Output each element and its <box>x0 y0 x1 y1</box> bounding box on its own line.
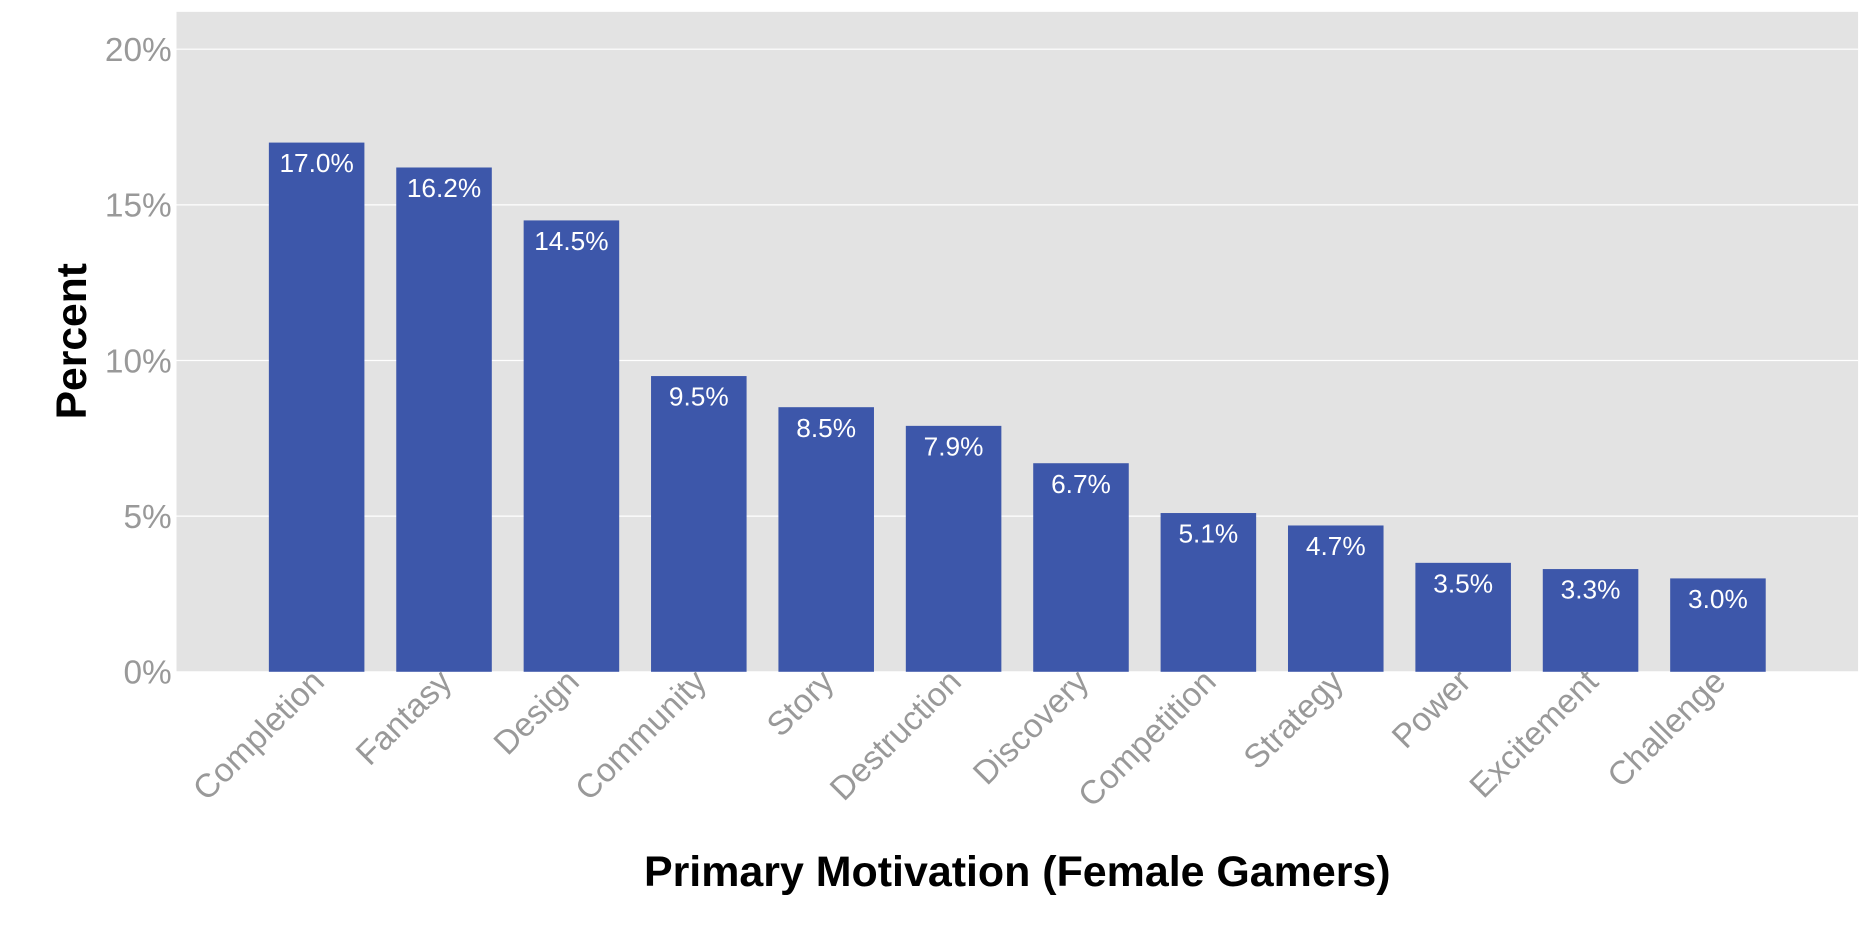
data-label: 9.5% <box>669 382 729 412</box>
data-label: 7.9% <box>924 432 984 462</box>
data-label: 8.5% <box>796 413 856 443</box>
x-tick-label: Excitement <box>1463 663 1606 805</box>
x-tick-label: Challenge <box>1601 663 1734 795</box>
data-label: 6.7% <box>1051 469 1111 499</box>
x-tick-label: Design <box>487 663 587 762</box>
bar-competition <box>1160 513 1257 672</box>
x-tick-label: Community <box>568 663 714 808</box>
data-label: 3.0% <box>1688 584 1748 614</box>
x-axis-title: Primary Motivation (Female Gamers) <box>644 848 1391 896</box>
x-tick-label: Power <box>1385 663 1478 756</box>
data-label: 5.1% <box>1178 519 1238 549</box>
data-label: 16.2% <box>407 173 481 203</box>
y-tick-label: 15% <box>105 188 172 225</box>
data-label: 14.5% <box>534 226 608 256</box>
bar-power <box>1415 562 1511 672</box>
bar-destruction <box>905 425 1002 672</box>
y-tick-label: 5% <box>123 499 171 536</box>
y-axis-title: Percent <box>48 263 96 419</box>
bar-community <box>651 376 747 672</box>
bar-strategy <box>1287 525 1384 672</box>
x-tick-label: Fantasy <box>349 663 459 773</box>
x-tick-label: Competition <box>1071 663 1223 814</box>
x-tick-label: Destruction <box>823 663 969 808</box>
y-tick-label: 10% <box>105 343 172 380</box>
data-label: 3.5% <box>1433 569 1493 599</box>
bar-discovery <box>1033 463 1129 672</box>
data-label: 3.3% <box>1561 575 1621 605</box>
bar-story <box>778 407 874 672</box>
x-tick-label: Story <box>760 663 842 744</box>
bar-design <box>523 220 620 672</box>
bar-challenge <box>1670 578 1766 672</box>
data-label: 4.7% <box>1306 531 1366 561</box>
y-tick-label: 20% <box>105 32 172 69</box>
x-tick-label: Completion <box>186 663 332 808</box>
data-label: 17.0% <box>279 148 353 178</box>
y-tick-label: 0% <box>123 655 171 692</box>
bar-completion <box>268 142 365 672</box>
bar-fantasy <box>396 167 492 672</box>
x-tick-label: Strategy <box>1237 663 1351 777</box>
x-tick-label: Discovery <box>966 663 1096 792</box>
bar-excitement <box>1542 569 1639 672</box>
